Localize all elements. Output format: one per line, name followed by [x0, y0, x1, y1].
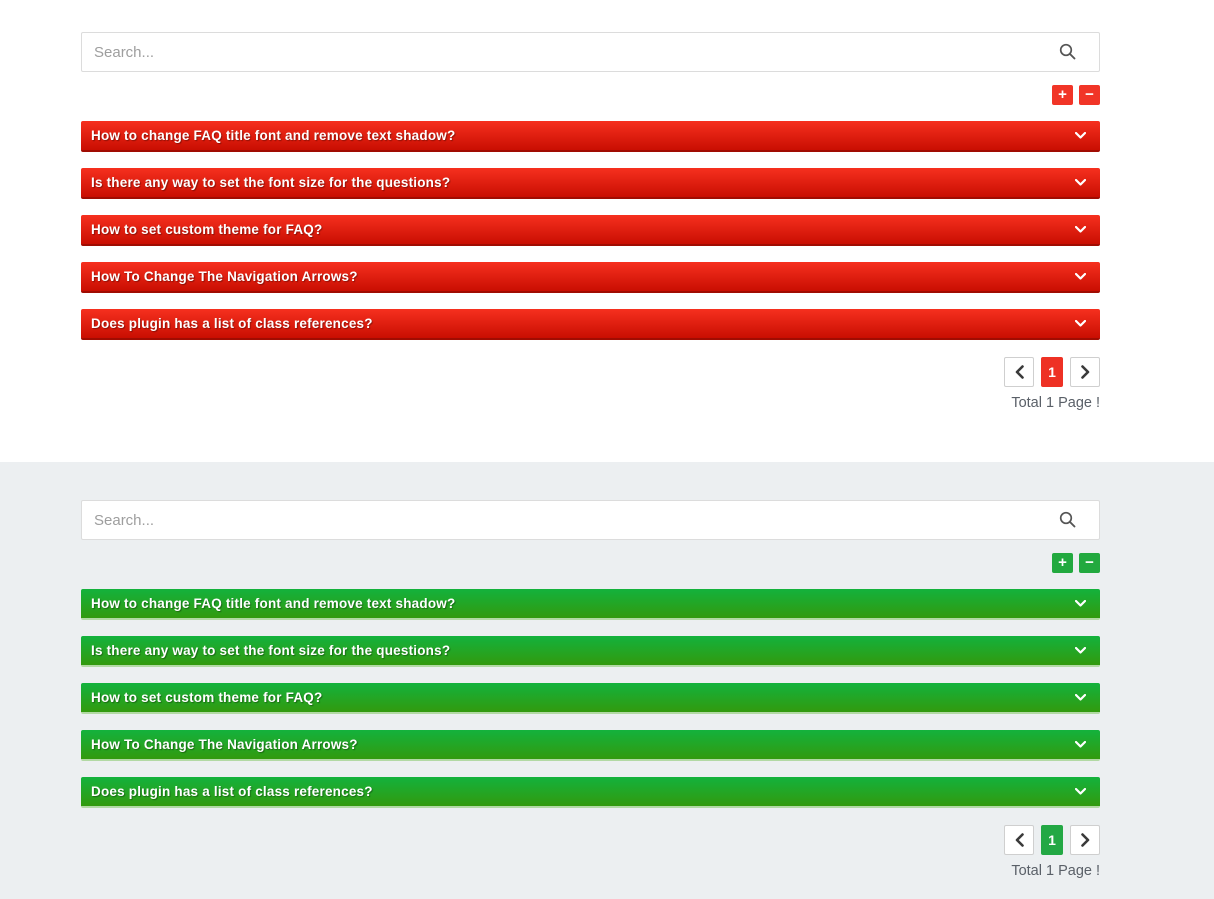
pagination: 1 [81, 357, 1100, 387]
faq-section-red: + − How to change FAQ title font and rem… [81, 32, 1100, 411]
faq-container: + − How to change FAQ title font and rem… [81, 500, 1100, 879]
page-number-button[interactable]: 1 [1041, 357, 1063, 387]
minus-icon: − [1085, 85, 1094, 103]
chevron-down-icon [1075, 320, 1086, 327]
faq-question: Does plugin has a list of class referenc… [91, 784, 373, 799]
plus-icon: + [1058, 553, 1067, 571]
collapse-all-button[interactable]: − [1079, 85, 1100, 105]
faq-item[interactable]: Does plugin has a list of class referenc… [81, 777, 1100, 808]
accordion-controls: + − [81, 553, 1100, 573]
page-number-button[interactable]: 1 [1041, 825, 1063, 855]
chevron-down-icon [1075, 273, 1086, 280]
chevron-down-icon [1075, 179, 1086, 186]
total-pages-text: Total 1 Page ! [1011, 863, 1100, 879]
chevron-down-icon [1075, 132, 1086, 139]
faq-item[interactable]: Is there any way to set the font size fo… [81, 636, 1100, 667]
faq-item[interactable]: How To Change The Navigation Arrows? [81, 730, 1100, 761]
next-page-button[interactable] [1070, 825, 1100, 855]
chevron-down-icon [1075, 647, 1086, 654]
faq-question: How to set custom theme for FAQ? [91, 222, 323, 237]
search-bar [81, 32, 1100, 72]
faq-question: How To Change The Navigation Arrows? [91, 269, 358, 284]
chevron-down-icon [1075, 788, 1086, 795]
prev-page-button[interactable] [1004, 357, 1034, 387]
faq-question: Is there any way to set the font size fo… [91, 643, 451, 658]
faq-list: How to change FAQ title font and remove … [81, 121, 1100, 340]
total-pages-text: Total 1 Page ! [1011, 395, 1100, 411]
faq-item[interactable]: How to change FAQ title font and remove … [81, 589, 1100, 620]
search-icon[interactable] [1059, 43, 1076, 60]
plus-icon: + [1058, 85, 1067, 103]
chevron-right-icon [1080, 833, 1089, 847]
faq-question: How to change FAQ title font and remove … [91, 128, 456, 143]
chevron-down-icon [1075, 741, 1086, 748]
expand-all-button[interactable]: + [1052, 85, 1073, 105]
collapse-all-button[interactable]: − [1079, 553, 1100, 573]
search-bar [81, 500, 1100, 540]
faq-question: How To Change The Navigation Arrows? [91, 737, 358, 752]
faq-item[interactable]: How to set custom theme for FAQ? [81, 683, 1100, 714]
faq-item[interactable]: How to set custom theme for FAQ? [81, 215, 1100, 246]
expand-all-button[interactable]: + [1052, 553, 1073, 573]
faq-question: How to set custom theme for FAQ? [91, 690, 323, 705]
chevron-down-icon [1075, 600, 1086, 607]
pagination: 1 [81, 825, 1100, 855]
faq-item[interactable]: Is there any way to set the font size fo… [81, 168, 1100, 199]
search-input[interactable] [81, 32, 1100, 72]
next-page-button[interactable] [1070, 357, 1100, 387]
prev-page-button[interactable] [1004, 825, 1034, 855]
faq-item[interactable]: Does plugin has a list of class referenc… [81, 309, 1100, 340]
search-icon[interactable] [1059, 511, 1076, 528]
accordion-controls: + − [81, 85, 1100, 105]
minus-icon: − [1085, 553, 1094, 571]
faq-question: Does plugin has a list of class referenc… [91, 316, 373, 331]
chevron-down-icon [1075, 226, 1086, 233]
faq-container: + − How to change FAQ title font and rem… [81, 32, 1100, 411]
faq-question: How to change FAQ title font and remove … [91, 596, 456, 611]
faq-item[interactable]: How To Change The Navigation Arrows? [81, 262, 1100, 293]
chevron-down-icon [1075, 694, 1086, 701]
faq-item[interactable]: How to change FAQ title font and remove … [81, 121, 1100, 152]
chevron-left-icon [1015, 833, 1024, 847]
chevron-right-icon [1080, 365, 1089, 379]
faq-question: Is there any way to set the font size fo… [91, 175, 451, 190]
faq-section-green: + − How to change FAQ title font and rem… [0, 462, 1214, 899]
chevron-left-icon [1015, 365, 1024, 379]
search-input[interactable] [81, 500, 1100, 540]
faq-list: How to change FAQ title font and remove … [81, 589, 1100, 808]
